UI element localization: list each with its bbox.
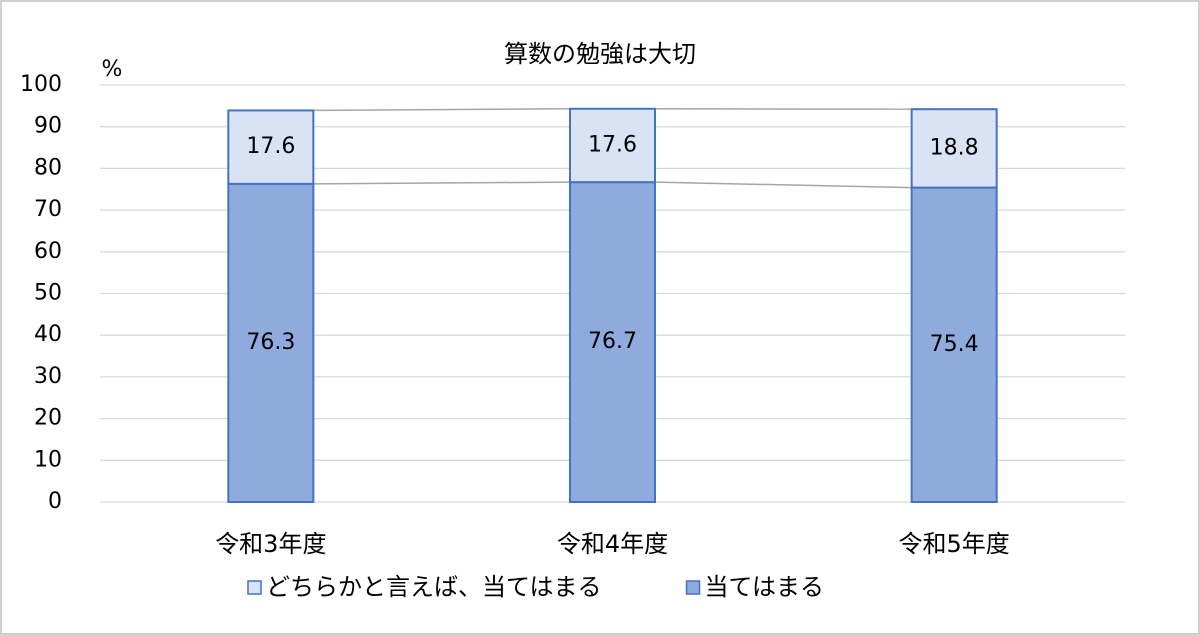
y-tick-label: 20: [34, 406, 62, 431]
y-tick-label: 100: [20, 72, 62, 97]
bar-segment: [569, 107, 656, 184]
legend-label: どちらかと言えば、当てはまる: [266, 573, 602, 601]
bar-segment: [227, 109, 315, 185]
y-axis-label: %: [102, 57, 123, 82]
data-label: 76.3: [246, 330, 295, 355]
x-tick-label: 令和3年度: [215, 530, 326, 558]
bar-segment: [569, 181, 656, 503]
legend-swatch: [685, 580, 701, 595]
legend-swatch: [247, 580, 262, 595]
bar-segment: [910, 186, 998, 503]
data-label: 76.7: [588, 329, 637, 354]
y-tick-label: 40: [34, 322, 62, 347]
y-tick-label: 90: [34, 114, 62, 139]
data-label: 17.6: [588, 132, 637, 157]
y-tick-label: 0: [48, 489, 62, 514]
y-tick-label: 80: [34, 155, 62, 180]
chart-title: 算数の勉強は大切: [504, 40, 696, 68]
data-label: 75.4: [930, 332, 979, 357]
x-tick-label: 令和4年度: [557, 530, 668, 558]
x-tick-label: 令和5年度: [899, 530, 1010, 558]
series-line: [313, 181, 571, 185]
data-label: 17.6: [246, 134, 295, 159]
bar-segment: [910, 108, 998, 189]
y-tick-label: 10: [34, 447, 62, 472]
y-tick-label: 50: [34, 281, 62, 306]
y-tick-label: 60: [34, 239, 62, 264]
y-tick-label: 70: [34, 197, 62, 222]
bar-segment: [227, 182, 315, 503]
data-label: 18.8: [930, 135, 979, 160]
legend-label: 当てはまる: [705, 573, 825, 601]
series-line: [654, 181, 912, 189]
series-line: [313, 108, 571, 112]
y-tick-label: 30: [34, 364, 62, 389]
